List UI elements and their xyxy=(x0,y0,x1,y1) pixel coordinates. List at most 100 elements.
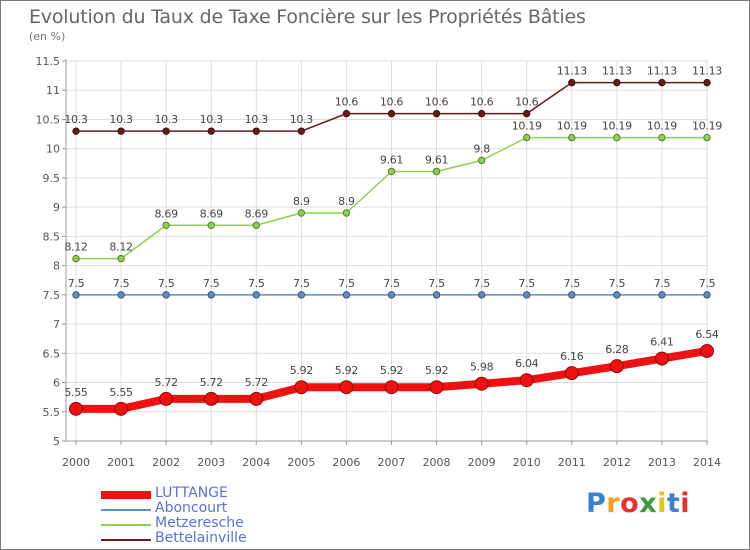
data-label-metzeresche: 8.69 xyxy=(154,207,178,220)
data-point-bettelainville xyxy=(658,78,666,87)
data-label-luttange: 5.92 xyxy=(380,364,403,377)
legend-swatch-luttange xyxy=(101,491,151,499)
data-label-bettelainville: 10.6 xyxy=(425,96,449,109)
y-tick-label: 7.5 xyxy=(43,289,61,302)
legend-swatch-metzeresche xyxy=(101,524,151,526)
data-label-metzeresche: 8.9 xyxy=(293,195,310,208)
x-tick-label: 2013 xyxy=(648,456,676,469)
legend-label-luttange: LUTTANGE xyxy=(155,485,228,501)
data-point-luttange xyxy=(114,401,129,416)
data-label-bettelainville: 10.6 xyxy=(515,96,539,109)
data-label-bettelainville: 10.3 xyxy=(64,113,88,126)
legend-label-aboncourt: Aboncourt xyxy=(155,500,228,516)
data-label-bettelainville: 10.6 xyxy=(470,96,494,109)
proxiti-logo: Proxiti xyxy=(586,488,690,519)
data-point-aboncourt xyxy=(342,291,351,299)
data-point-luttange xyxy=(339,380,354,395)
data-point-aboncourt xyxy=(162,291,170,299)
x-tick-label: 2007 xyxy=(378,456,406,469)
logo-letter: r xyxy=(606,488,621,519)
data-point-luttange xyxy=(294,380,309,395)
data-label-luttange: 5.92 xyxy=(335,364,358,377)
y-tick-label: 5.5 xyxy=(43,406,61,419)
data-point-bettelainville xyxy=(72,127,80,135)
data-label-bettelainville: 10.3 xyxy=(154,113,178,126)
data-point-luttange xyxy=(204,391,219,406)
y-tick-label: 6.5 xyxy=(43,347,61,360)
data-point-metzeresche xyxy=(342,209,351,217)
data-point-aboncourt xyxy=(72,291,80,299)
chart-title: Evolution du Taux de Taxe Foncière sur l… xyxy=(29,6,586,28)
data-point-metzeresche xyxy=(297,209,306,217)
logo-letter: P xyxy=(586,488,607,519)
data-point-luttange xyxy=(429,380,444,395)
data-label-metzeresche: 8.69 xyxy=(200,207,224,220)
data-point-metzeresche xyxy=(117,254,125,263)
data-label-aboncourt: 7.5 xyxy=(383,277,400,290)
data-point-aboncourt xyxy=(387,291,396,299)
data-label-metzeresche: 8.9 xyxy=(338,195,355,208)
y-tick-label: 9.5 xyxy=(43,172,61,185)
legend-swatch-bettelainville xyxy=(101,539,151,541)
x-tick-label: 2005 xyxy=(287,456,315,469)
x-tick-label: 2011 xyxy=(558,456,586,469)
data-label-luttange: 5.98 xyxy=(470,361,494,374)
x-tick-label: 2010 xyxy=(513,456,541,469)
data-label-bettelainville: 10.3 xyxy=(290,113,314,126)
y-tick-label: 7 xyxy=(53,318,60,331)
x-tick-label: 2002 xyxy=(152,456,180,469)
data-label-bettelainville: 11.13 xyxy=(647,65,677,78)
data-label-bettelainville: 10.3 xyxy=(109,113,133,126)
logo-letter: i xyxy=(680,488,691,519)
data-label-metzeresche: 10.19 xyxy=(512,120,542,133)
data-label-aboncourt: 7.5 xyxy=(338,277,355,290)
data-label-luttange: 5.72 xyxy=(154,376,177,389)
legend-label-metzeresche: Metzeresche xyxy=(155,515,244,531)
data-label-luttange: 5.55 xyxy=(64,386,88,399)
data-label-metzeresche: 9.61 xyxy=(380,153,403,166)
data-point-luttange xyxy=(249,391,264,406)
data-point-metzeresche xyxy=(658,133,666,142)
logo-letter: t xyxy=(666,488,681,519)
data-point-metzeresche xyxy=(207,221,215,229)
x-tick-label: 2001 xyxy=(107,456,135,469)
data-point-metzeresche xyxy=(613,133,621,142)
y-tick-label: 5 xyxy=(53,435,60,448)
data-point-bettelainville xyxy=(523,109,531,118)
data-label-metzeresche: 10.19 xyxy=(647,120,677,133)
y-tick-label: 11.5 xyxy=(36,55,61,68)
data-point-bettelainville xyxy=(117,127,125,135)
data-point-aboncourt xyxy=(207,291,215,299)
data-point-luttange xyxy=(654,351,669,366)
data-point-metzeresche xyxy=(387,167,396,176)
data-point-aboncourt xyxy=(117,291,125,299)
logo-letter: x xyxy=(639,488,658,519)
data-point-luttange xyxy=(159,391,174,406)
data-label-luttange: 6.54 xyxy=(695,328,719,341)
y-axis-unit: (en %) xyxy=(29,30,66,43)
data-label-luttange: 5.72 xyxy=(200,376,223,389)
data-point-bettelainville xyxy=(252,127,260,135)
data-label-bettelainville: 10.6 xyxy=(380,96,404,109)
data-label-aboncourt: 7.5 xyxy=(609,277,626,290)
data-label-aboncourt: 7.5 xyxy=(473,277,490,290)
data-label-bettelainville: 10.3 xyxy=(245,113,269,126)
x-tick-label: 2009 xyxy=(468,456,496,469)
y-tick-label: 8 xyxy=(53,260,60,273)
data-label-luttange: 6.04 xyxy=(515,357,539,370)
data-point-bettelainville xyxy=(477,109,486,118)
data-point-aboncourt xyxy=(477,291,486,299)
x-tick-label: 2014 xyxy=(693,456,721,469)
data-label-aboncourt: 7.5 xyxy=(248,277,265,290)
data-label-bettelainville: 10.6 xyxy=(335,96,359,109)
logo-letter: i xyxy=(657,488,667,519)
data-point-metzeresche xyxy=(432,167,441,176)
data-label-metzeresche: 9.61 xyxy=(425,153,448,166)
x-tick-label: 2006 xyxy=(332,456,360,469)
data-label-bettelainville: 11.13 xyxy=(692,65,722,78)
data-label-metzeresche: 9.8 xyxy=(473,142,490,155)
y-tick-label: 10 xyxy=(46,143,60,156)
data-point-aboncourt xyxy=(613,291,621,299)
